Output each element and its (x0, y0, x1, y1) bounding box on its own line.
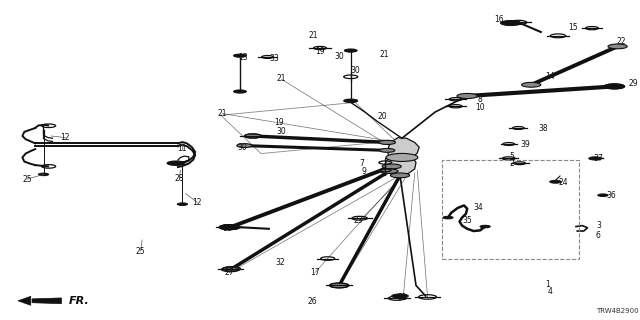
Text: 21: 21 (380, 50, 388, 59)
Ellipse shape (221, 225, 240, 230)
Ellipse shape (443, 216, 453, 219)
Ellipse shape (234, 54, 246, 57)
Ellipse shape (604, 84, 625, 89)
Ellipse shape (379, 140, 396, 145)
Ellipse shape (522, 83, 541, 87)
Text: 23: 23 (353, 216, 364, 225)
Text: 36: 36 (606, 191, 616, 200)
Ellipse shape (392, 294, 408, 298)
Text: 21: 21 (218, 109, 227, 118)
Text: 15: 15 (568, 23, 578, 32)
Text: 17: 17 (310, 268, 320, 277)
Text: 25: 25 (22, 175, 32, 184)
Ellipse shape (330, 283, 349, 288)
Text: 33: 33 (269, 54, 279, 63)
Ellipse shape (223, 267, 241, 271)
Text: 3: 3 (596, 221, 601, 230)
Ellipse shape (500, 20, 521, 26)
Text: 8: 8 (477, 95, 483, 104)
Ellipse shape (219, 225, 239, 230)
Ellipse shape (550, 180, 561, 183)
Ellipse shape (480, 225, 490, 228)
Text: 25: 25 (136, 247, 146, 256)
Text: 12: 12 (61, 133, 70, 142)
Text: 11: 11 (178, 144, 187, 153)
Text: 30: 30 (350, 66, 360, 75)
Polygon shape (18, 296, 31, 305)
Polygon shape (385, 138, 419, 175)
Text: 18: 18 (223, 224, 232, 233)
Text: 37: 37 (593, 154, 604, 163)
Ellipse shape (608, 44, 627, 49)
Text: 6: 6 (596, 231, 601, 240)
Text: 27: 27 (224, 268, 234, 277)
Text: 24: 24 (558, 178, 568, 187)
Text: 26: 26 (307, 297, 317, 306)
Text: 13: 13 (238, 53, 248, 62)
Text: 35: 35 (462, 216, 472, 225)
Polygon shape (32, 298, 61, 304)
Text: 30: 30 (237, 143, 247, 152)
Ellipse shape (38, 173, 49, 176)
Ellipse shape (167, 161, 185, 165)
Ellipse shape (390, 173, 410, 178)
Ellipse shape (382, 164, 401, 169)
Text: 31: 31 (397, 293, 407, 302)
Ellipse shape (380, 169, 398, 173)
Bar (442, 160, 579, 259)
Ellipse shape (177, 203, 188, 205)
Text: 20: 20 (378, 112, 388, 121)
Ellipse shape (344, 49, 357, 52)
Text: 30: 30 (276, 127, 287, 136)
Text: 19: 19 (315, 47, 325, 56)
Text: 19: 19 (274, 118, 284, 127)
Ellipse shape (589, 157, 602, 160)
Text: 21: 21 (277, 74, 286, 83)
Ellipse shape (457, 93, 477, 99)
Ellipse shape (234, 90, 246, 93)
Text: TRW4B2900: TRW4B2900 (596, 308, 639, 314)
Ellipse shape (380, 148, 395, 152)
Text: 34: 34 (474, 203, 484, 212)
Text: 14: 14 (545, 72, 556, 81)
Text: 28: 28 (175, 174, 184, 183)
Text: 4: 4 (548, 287, 553, 296)
Text: 16: 16 (494, 15, 504, 24)
Text: 22: 22 (616, 37, 625, 46)
Ellipse shape (244, 134, 261, 138)
Text: 1: 1 (545, 280, 550, 289)
Text: FR.: FR. (69, 296, 90, 306)
Ellipse shape (344, 99, 358, 102)
Ellipse shape (237, 144, 252, 148)
Text: 32: 32 (275, 258, 285, 267)
Text: 39: 39 (520, 140, 530, 148)
Text: 29: 29 (628, 79, 639, 88)
Ellipse shape (386, 154, 418, 162)
Text: 12: 12 (193, 198, 202, 207)
Text: 10: 10 (475, 103, 485, 112)
Text: 9: 9 (361, 167, 366, 176)
Text: 38: 38 (538, 124, 548, 133)
Text: 21: 21 (309, 31, 318, 40)
Text: 7: 7 (359, 159, 364, 168)
Ellipse shape (598, 194, 608, 196)
Text: 5: 5 (509, 152, 515, 161)
Text: 30: 30 (334, 52, 344, 61)
Ellipse shape (604, 84, 625, 89)
Text: 2: 2 (509, 159, 515, 168)
